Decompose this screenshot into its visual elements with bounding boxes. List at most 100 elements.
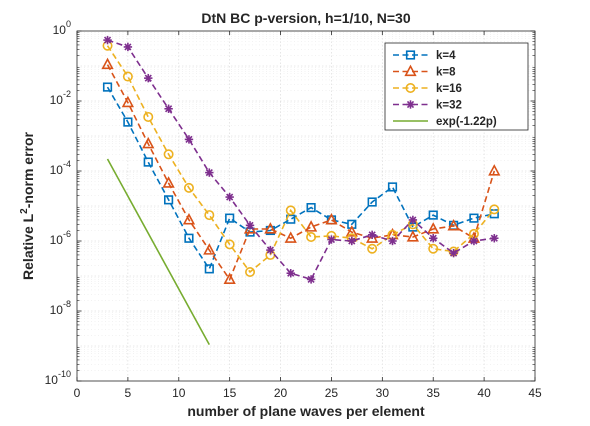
legend-marker-k-8 bbox=[404, 64, 417, 77]
data-point-k-16 bbox=[143, 111, 154, 122]
data-point-k-4 bbox=[102, 82, 113, 92]
data-point-k-16 bbox=[163, 149, 174, 160]
legend-item-k-32: k=32 bbox=[393, 100, 462, 112]
data-point-k-32 bbox=[429, 234, 438, 243]
x-tick-label: 30 bbox=[376, 386, 390, 400]
data-point-k-32 bbox=[388, 236, 397, 246]
legend-label-exp-1-22p: exp(-1.22p) bbox=[436, 116, 497, 128]
asterisk-stroke bbox=[144, 74, 152, 82]
x-tick-label: 20 bbox=[274, 386, 288, 400]
legend-label-k-4: k=4 bbox=[436, 50, 456, 62]
asterisk-stroke bbox=[406, 100, 415, 109]
data-point-k-8 bbox=[162, 176, 175, 188]
x-tick-label: 0 bbox=[74, 386, 81, 400]
data-point-k-16 bbox=[428, 243, 439, 254]
data-point-k-16 bbox=[285, 205, 296, 216]
data-point-k-4 bbox=[164, 195, 174, 205]
asterisk-stroke bbox=[165, 105, 173, 113]
data-point-k-32 bbox=[490, 234, 499, 243]
asterisk-stroke bbox=[205, 169, 213, 177]
data-point-k-16 bbox=[245, 267, 256, 278]
data-point-k-8 bbox=[121, 95, 135, 108]
asterisk-stroke bbox=[449, 249, 458, 257]
asterisk-stroke bbox=[103, 36, 112, 44]
chart-title: DtN BC p-version, h=1/10, N=30 bbox=[201, 10, 411, 26]
y-tick-label: 10-4 bbox=[50, 159, 71, 177]
asterisk-stroke bbox=[266, 246, 274, 254]
data-point-k-8 bbox=[101, 57, 114, 70]
data-point-k-16 bbox=[183, 182, 194, 193]
data-point-k-8 bbox=[345, 225, 358, 237]
legend-item-k-4: k=4 bbox=[393, 50, 456, 62]
data-point-k-16 bbox=[306, 232, 317, 243]
legend-item-exp-1-22p: exp(-1.22p) bbox=[393, 116, 497, 128]
data-point-k-8 bbox=[325, 213, 338, 225]
y-tick-label: 10-6 bbox=[50, 229, 71, 247]
legend-marker-k-4 bbox=[405, 50, 416, 60]
data-point-k-8 bbox=[264, 222, 277, 234]
data-point-k-32 bbox=[144, 73, 153, 83]
tick-labels: 0 5 10 15 20 25 30 35 40 45 10-10 10-8 10-6 10-4 10-2 1… bbox=[45, 19, 542, 400]
asterisk-stroke bbox=[226, 193, 234, 201]
asterisk-stroke bbox=[388, 237, 397, 245]
axis-ticks bbox=[76, 30, 536, 382]
x-tick-label: 45 bbox=[528, 386, 542, 400]
asterisk-stroke bbox=[368, 231, 376, 239]
data-point-k-8 bbox=[447, 219, 460, 231]
data-point-k-8 bbox=[284, 231, 297, 243]
data-point-k-4 bbox=[123, 117, 133, 127]
x-tick-label: 5 bbox=[125, 386, 132, 400]
y-tick-label: 10-2 bbox=[50, 89, 71, 107]
data-point-k-32 bbox=[266, 245, 275, 255]
data-point-k-32 bbox=[205, 168, 214, 177]
data-point-k-32 bbox=[347, 236, 356, 246]
data-point-k-16 bbox=[367, 243, 378, 254]
asterisk-stroke bbox=[470, 237, 478, 245]
legend-box bbox=[384, 42, 529, 131]
series-line-k-16 bbox=[106, 45, 495, 274]
series-line-exp-1-22p bbox=[106, 158, 211, 345]
data-point-k-32 bbox=[245, 221, 255, 230]
legend: k=4 k=8 k=16 k=32 exp(-1.22p) bbox=[384, 42, 529, 131]
data-point-k-16 bbox=[204, 210, 215, 221]
data-point-k-32 bbox=[225, 192, 234, 202]
legend-marker-k-32 bbox=[406, 100, 415, 109]
series-layer bbox=[101, 35, 501, 345]
asterisk-stroke bbox=[490, 234, 498, 242]
data-point-k-32 bbox=[306, 275, 316, 284]
data-point-k-16 bbox=[489, 204, 500, 215]
data-point-k-4 bbox=[469, 213, 479, 223]
y-tick-label: 10-10 bbox=[45, 369, 71, 387]
y-axis-label-rest: -norm error bbox=[20, 131, 36, 208]
legend-item-k-16: k=16 bbox=[393, 83, 462, 95]
data-point-k-16 bbox=[224, 239, 235, 250]
data-point-k-4 bbox=[367, 197, 377, 207]
data-point-k-8 bbox=[488, 164, 501, 176]
series-exp-1-22p bbox=[106, 158, 211, 345]
data-point-k-32 bbox=[449, 248, 458, 258]
asterisk-stroke bbox=[429, 234, 437, 242]
series-line-k-4 bbox=[106, 86, 495, 271]
data-point-k-4 bbox=[184, 233, 194, 243]
data-point-k-32 bbox=[184, 135, 194, 144]
asterisk-stroke bbox=[409, 216, 417, 224]
asterisk-stroke bbox=[246, 221, 254, 229]
x-tick-label: 40 bbox=[477, 386, 491, 400]
data-point-k-4 bbox=[306, 203, 316, 213]
asterisk-stroke bbox=[327, 235, 336, 244]
y-axis-label: Relative L2-norm error bbox=[19, 131, 36, 279]
data-point-k-32 bbox=[408, 215, 418, 225]
data-point-k-32 bbox=[286, 269, 295, 278]
legend-label-k-16: k=16 bbox=[436, 83, 462, 95]
data-point-k-32 bbox=[367, 230, 377, 240]
y-axis-label-main: Relative L bbox=[20, 213, 36, 280]
data-point-k-32 bbox=[103, 35, 112, 45]
y-tick-label: 10-8 bbox=[50, 299, 71, 317]
y-axis-label-superscript: 2 bbox=[19, 208, 30, 214]
data-point-k-8 bbox=[182, 213, 196, 225]
data-point-k-8 bbox=[406, 230, 419, 242]
data-point-k-32 bbox=[469, 236, 479, 246]
series-line-k-8 bbox=[106, 64, 496, 282]
asterisk-stroke bbox=[124, 43, 132, 51]
data-point-k-4 bbox=[387, 182, 398, 192]
